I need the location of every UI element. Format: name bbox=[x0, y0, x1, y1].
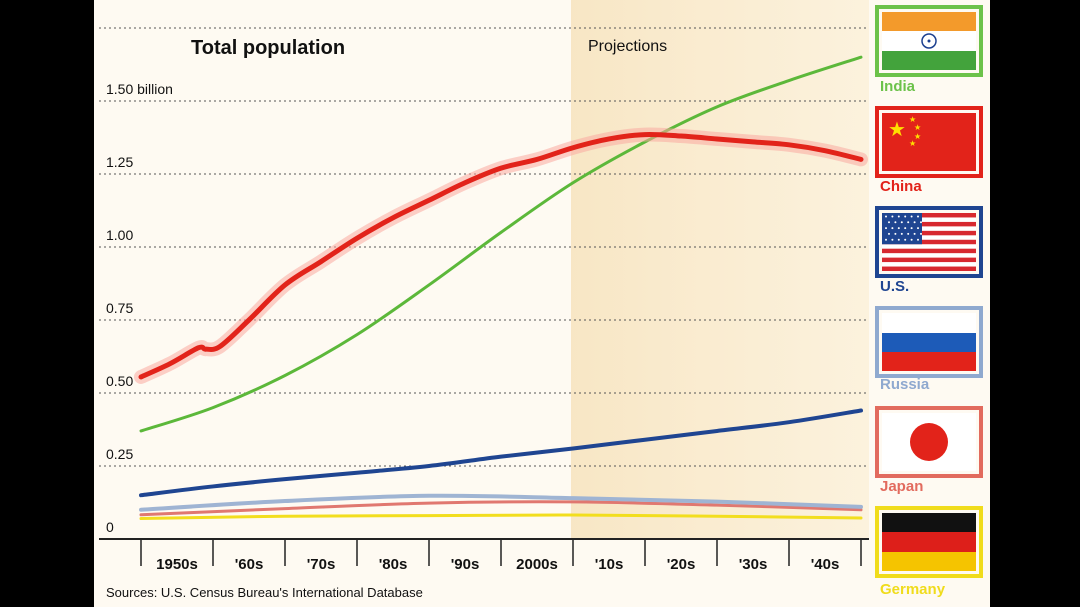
series-line-germany bbox=[139, 513, 863, 521]
legend-item-japan: Japan bbox=[875, 406, 983, 495]
x-tick-label: '90s bbox=[451, 556, 480, 573]
legend-item-china: ★ ★ ★ ★ ★ China bbox=[875, 106, 983, 195]
legend-item-russia: Russia bbox=[875, 306, 983, 393]
svg-text:★: ★ bbox=[909, 115, 916, 124]
series-line-russia bbox=[139, 493, 863, 512]
svg-text:★: ★ bbox=[914, 132, 921, 141]
legend-item-india: India bbox=[875, 5, 983, 95]
legend: India ★ ★ ★ ★ ★ China bbox=[875, 5, 983, 598]
series-line-japan bbox=[139, 500, 863, 517]
x-tick-label: '80s bbox=[379, 556, 408, 573]
y-axis-labels: 0 0.25 0.50 0.75 1.00 1.25 1.50 billion bbox=[106, 81, 173, 535]
y-tick-label: 1.25 bbox=[106, 154, 133, 170]
x-tick-label: 2000s bbox=[516, 556, 558, 573]
x-tick-label: '20s bbox=[667, 556, 696, 573]
x-tick-label: '10s bbox=[595, 556, 624, 573]
chart-panel: 0 0.25 0.50 0.75 1.00 1.25 1.50 billion 1950s '… bbox=[94, 0, 990, 607]
legend-label-china: China bbox=[880, 178, 922, 195]
series-line-china bbox=[138, 131, 864, 380]
legend-label-germany: Germany bbox=[880, 581, 946, 598]
population-chart: 0 0.25 0.50 0.75 1.00 1.25 1.50 billion 1950s '… bbox=[99, 0, 983, 600]
projections-label: Projections bbox=[588, 38, 667, 55]
series-layer bbox=[134, 55, 868, 521]
legend-item-germany: Germany bbox=[875, 506, 983, 598]
y-tick-label: 1.00 bbox=[106, 227, 133, 243]
grid-layer bbox=[99, 27, 869, 467]
y-tick-label: 0.50 bbox=[106, 373, 133, 389]
y-tick-label: 1.50 billion bbox=[106, 81, 173, 97]
y-tick-label: 0.25 bbox=[106, 446, 133, 462]
svg-text:★: ★ bbox=[914, 123, 921, 132]
svg-text:★: ★ bbox=[888, 117, 906, 141]
y-tick-label: 0 bbox=[106, 519, 114, 535]
x-axis: 1950s '60s '70s '80s '90s 2000s '10s '20s '30s '4… bbox=[99, 538, 869, 573]
legend-label-us: U.S. bbox=[880, 278, 909, 295]
x-tick-label: '40s bbox=[811, 556, 840, 573]
x-tick-label: 1950s bbox=[156, 556, 198, 573]
projection-region bbox=[571, 0, 869, 539]
y-tick-label: 0.75 bbox=[106, 300, 133, 316]
legend-label-russia: Russia bbox=[880, 376, 930, 393]
china-flag-icon: ★ ★ ★ ★ ★ bbox=[882, 113, 976, 171]
x-tick-label: '30s bbox=[739, 556, 768, 573]
svg-text:★: ★ bbox=[909, 139, 916, 148]
us-flag-icon bbox=[882, 213, 976, 271]
x-tick-label: '60s bbox=[235, 556, 264, 573]
russia-flag-icon bbox=[882, 313, 976, 371]
source-note: Sources: U.S. Census Bureau's Internatio… bbox=[106, 585, 423, 600]
chart-title: Total population bbox=[191, 37, 345, 59]
japan-flag-icon bbox=[882, 413, 976, 471]
series-line-india bbox=[139, 55, 863, 433]
x-tick-label: '70s bbox=[307, 556, 336, 573]
germany-flag-icon bbox=[882, 513, 976, 571]
india-flag-icon bbox=[882, 12, 976, 70]
series-line-us bbox=[139, 408, 863, 498]
legend-item-us: U.S. bbox=[875, 206, 983, 295]
legend-label-japan: Japan bbox=[880, 478, 923, 495]
legend-label-india: India bbox=[880, 78, 916, 95]
